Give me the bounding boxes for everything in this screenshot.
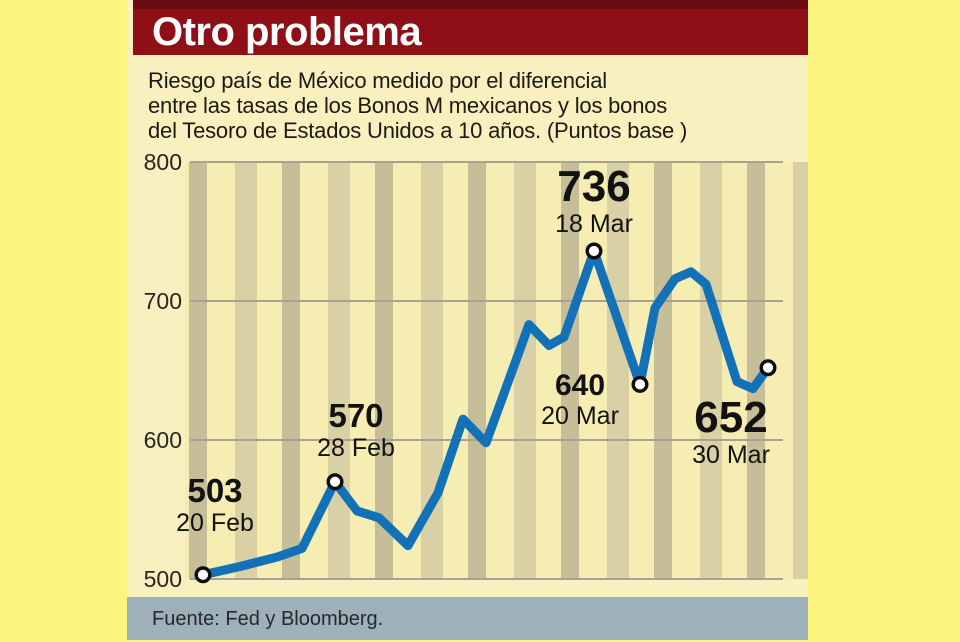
- data-point-marker-570: [326, 473, 344, 491]
- subtitle-line-2: entre las tasas de los Bonos M mexicanos…: [148, 93, 668, 118]
- annotation-503: 503 20 Feb: [155, 474, 275, 538]
- annotation-736: 736 18 Mar: [534, 165, 654, 239]
- source-text: Fuente: Fed y Bloomberg.: [152, 608, 384, 630]
- y-axis-tick-700: 700: [143, 288, 182, 314]
- annotation-value: 570: [328, 397, 384, 434]
- annotation-value: 736: [557, 162, 631, 211]
- chart-subtitle: Riesgo país de México medido por el dife…: [148, 68, 798, 143]
- series-line: [198, 246, 773, 580]
- data-point-marker-652: [759, 359, 777, 377]
- annotation-value: 503: [187, 472, 243, 509]
- data-point-marker-503: [194, 566, 212, 584]
- plot-area: [185, 161, 808, 584]
- annotation-date: 20 Feb: [176, 509, 254, 537]
- annotation-570: 570 28 Feb: [296, 399, 416, 463]
- line-chart: [190, 161, 783, 584]
- data-point-marker-640: [631, 375, 649, 393]
- source-bar: Fuente: Fed y Bloomberg.: [127, 597, 808, 640]
- subtitle-line-1: Riesgo país de México medido por el dife…: [148, 68, 607, 93]
- annotation-value: 640: [554, 369, 606, 402]
- y-axis-tick-800: 800: [143, 149, 182, 175]
- y-axis-tick-500: 500: [143, 566, 182, 592]
- y-axis-tick-600: 600: [143, 427, 182, 453]
- title-bar: Otro problema: [133, 0, 808, 55]
- chart-panel: Otro problema Riesgo país de México medi…: [127, 0, 808, 640]
- annotation-date: 20 Mar: [541, 402, 619, 430]
- chart-title: Otro problema: [152, 10, 422, 54]
- annotation-value: 652: [694, 393, 768, 442]
- data-point-marker-736: [585, 242, 603, 260]
- annotation-652: 652 30 Mar: [671, 396, 791, 470]
- annotation-date: 18 Mar: [555, 210, 633, 238]
- annotation-640: 640 20 Mar: [520, 370, 640, 431]
- annotation-date: 30 Mar: [692, 441, 770, 469]
- annotation-date: 28 Feb: [317, 434, 395, 462]
- subtitle-line-3: del Tesoro de Estados Unidos a 10 años. …: [148, 118, 688, 143]
